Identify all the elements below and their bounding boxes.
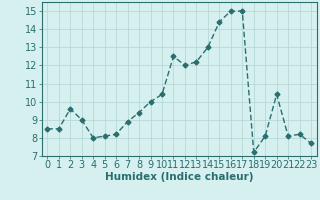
X-axis label: Humidex (Indice chaleur): Humidex (Indice chaleur) (105, 172, 253, 182)
